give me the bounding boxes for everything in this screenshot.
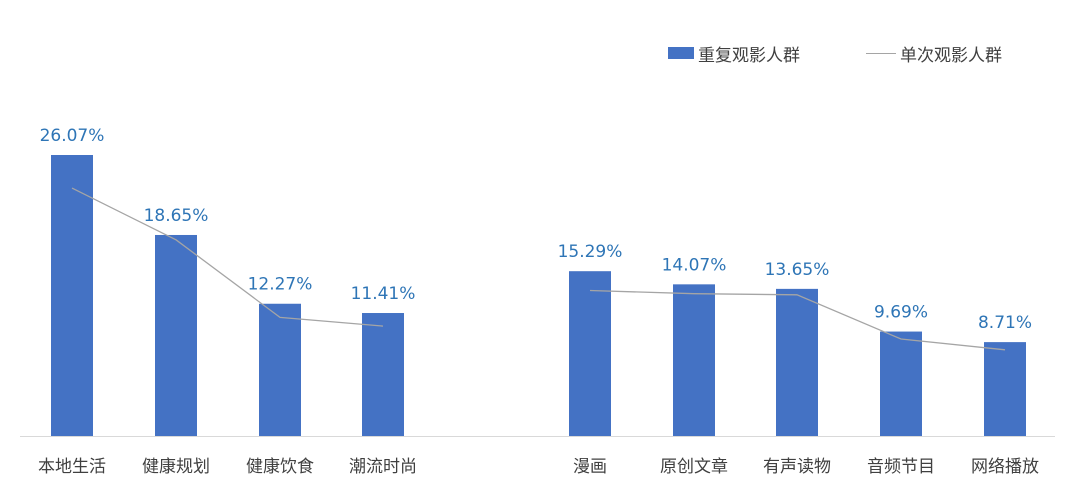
- category-label: 健康规划: [142, 457, 210, 477]
- legend-label-repeat: 重复观影人群: [698, 45, 800, 66]
- legend-item-single: 单次观影人群: [866, 41, 1002, 66]
- data-label: 9.69%: [874, 303, 928, 323]
- series-line-single-left: [71, 187, 384, 327]
- category-label: 潮流时尚: [349, 457, 417, 477]
- data-label: 15.29%: [558, 242, 623, 262]
- data-label: 13.65%: [765, 260, 830, 280]
- bar: [155, 234, 197, 436]
- bar: [776, 288, 818, 436]
- bar: [259, 303, 301, 436]
- category-label: 网络播放: [971, 457, 1039, 477]
- bar: [880, 331, 922, 436]
- category-label: 原创文章: [660, 457, 728, 477]
- data-label: 14.07%: [662, 255, 727, 275]
- category-label: 健康饮食: [246, 457, 314, 477]
- bar: [51, 155, 93, 436]
- series-line-single-right: [589, 289, 1006, 351]
- category-label: 漫画: [573, 457, 607, 477]
- category-label: 音频节目: [867, 457, 935, 477]
- legend-swatch-line: [866, 52, 896, 54]
- category-label: 有声读物: [763, 457, 831, 477]
- bar: [673, 284, 715, 436]
- data-label: 8.71%: [978, 313, 1032, 333]
- legend-swatch-bar: [668, 47, 694, 59]
- data-label: 18.65%: [144, 206, 209, 226]
- legend-label-single: 单次观影人群: [900, 45, 1002, 66]
- category-label: 本地生活: [38, 457, 106, 477]
- bar: [984, 342, 1026, 436]
- bar: [569, 271, 611, 436]
- bar: [362, 313, 404, 436]
- data-label: 26.07%: [40, 126, 105, 146]
- data-label: 11.41%: [351, 284, 416, 304]
- legend-item-repeat: 重复观影人群: [668, 41, 800, 66]
- data-label: 12.27%: [248, 275, 313, 295]
